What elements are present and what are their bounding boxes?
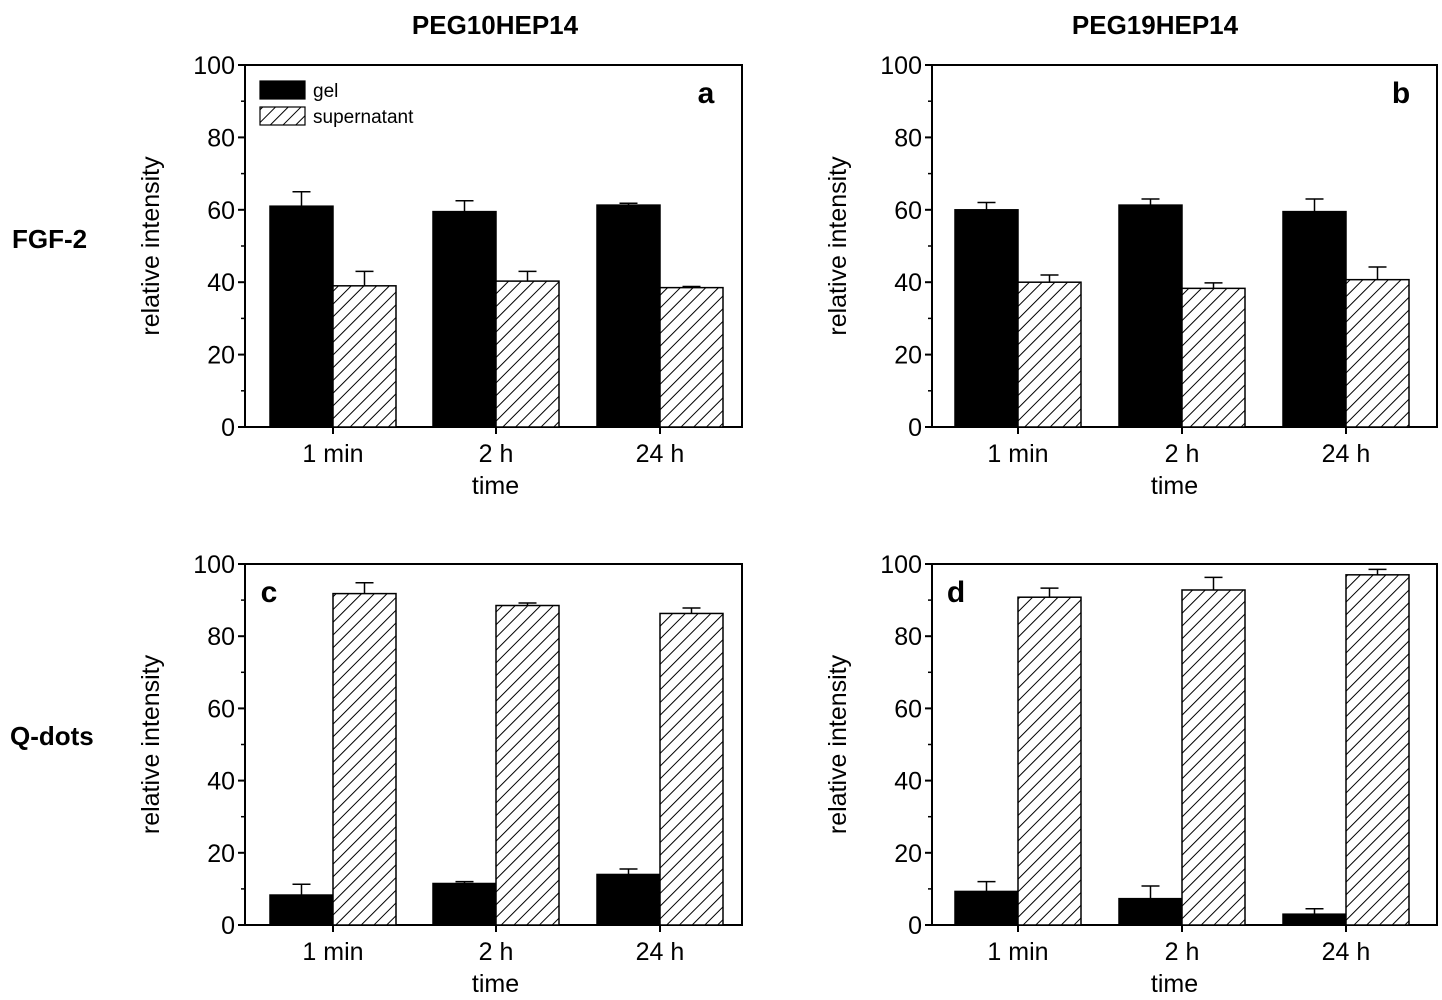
y-tick-label: 40 bbox=[894, 269, 922, 297]
legend-swatch-gel bbox=[259, 80, 306, 100]
legend-label-supernatant: supernatant bbox=[313, 107, 414, 128]
y-tick-label: 40 bbox=[894, 768, 922, 796]
bar-gel bbox=[432, 882, 497, 926]
y-tick-label: 60 bbox=[207, 695, 235, 723]
y-tick-label: 0 bbox=[908, 912, 922, 940]
x-tick-label: 2 h bbox=[1165, 440, 1200, 468]
bar-gel bbox=[1282, 913, 1347, 926]
chart-panel-c: 0 20 40 60 80 100 1 min 2 h 24 h time relative int… bbox=[137, 551, 743, 998]
bar-gel bbox=[596, 873, 661, 926]
bar-gel bbox=[1282, 210, 1347, 428]
y-tick-label: 0 bbox=[221, 414, 235, 442]
y-tick-label: 80 bbox=[894, 124, 922, 152]
x-tick-label: 2 h bbox=[479, 440, 514, 468]
x-axis-title: time bbox=[1151, 970, 1198, 998]
y-axis-title: relative intensity bbox=[137, 654, 165, 834]
bar-gel bbox=[954, 209, 1019, 428]
y-axis-title: relative intensity bbox=[824, 156, 852, 336]
y-tick-label: 80 bbox=[207, 623, 235, 651]
x-tick-label: 1 min bbox=[987, 440, 1048, 468]
row-label-top: FGF-2 bbox=[12, 224, 87, 254]
panel-letter: a bbox=[698, 77, 715, 110]
x-tick-label: 1 min bbox=[302, 440, 363, 468]
bar-supernatant bbox=[1345, 574, 1410, 926]
bar-gel bbox=[1118, 897, 1183, 926]
x-tick-label: 2 h bbox=[1165, 938, 1200, 966]
row-label-bottom: Q-dots bbox=[10, 721, 94, 751]
bar-supernatant bbox=[495, 280, 560, 428]
panel-letter: c bbox=[261, 576, 278, 609]
y-tick-label: 0 bbox=[908, 414, 922, 442]
y-tick-label: 20 bbox=[894, 342, 922, 370]
y-tick-label: 100 bbox=[880, 551, 922, 579]
legend-label-gel: gel bbox=[313, 81, 338, 102]
y-tick-label: 20 bbox=[207, 342, 235, 370]
bar-gel bbox=[269, 894, 334, 926]
y-tick-label: 100 bbox=[193, 551, 235, 579]
x-axis-title: time bbox=[1151, 472, 1198, 500]
y-tick-label: 40 bbox=[207, 269, 235, 297]
bar-supernatant bbox=[659, 612, 724, 926]
column-title-left: PEG10HEP14 bbox=[412, 10, 579, 40]
panel-letter: b bbox=[1392, 77, 1410, 110]
x-tick-label: 24 h bbox=[636, 938, 685, 966]
bar-gel bbox=[954, 890, 1019, 926]
x-tick-label: 24 h bbox=[1322, 440, 1371, 468]
legend: gel supernatant bbox=[259, 80, 414, 128]
y-tick-label: 60 bbox=[894, 197, 922, 225]
panel-letter: d bbox=[947, 576, 965, 609]
legend-swatch-supernatant bbox=[259, 106, 306, 126]
x-tick-label: 24 h bbox=[636, 440, 685, 468]
column-title-right: PEG19HEP14 bbox=[1072, 10, 1239, 40]
chart-panel-a: 0 20 40 60 80 100 1 min 2 h 24 h time relative int… bbox=[137, 52, 743, 500]
y-tick-label: 60 bbox=[894, 695, 922, 723]
y-tick-label: 100 bbox=[193, 52, 235, 80]
bar-supernatant bbox=[332, 592, 397, 926]
y-tick-label: 40 bbox=[207, 768, 235, 796]
y-axis-title: relative intensity bbox=[137, 156, 165, 336]
panels-group: 0 20 40 60 80 100 1 min 2 h 24 h time relative int… bbox=[137, 52, 1438, 998]
bar-gel bbox=[1118, 204, 1183, 428]
bar-supernatant bbox=[1345, 278, 1410, 428]
bar-supernatant bbox=[1181, 589, 1246, 926]
x-tick-label: 1 min bbox=[302, 938, 363, 966]
chart-panel-b: 0 20 40 60 80 100 1 min 2 h 24 h time relative int… bbox=[824, 52, 1438, 500]
bar-gel bbox=[269, 205, 334, 428]
bar-gel bbox=[432, 210, 497, 428]
x-axis-title: time bbox=[472, 472, 519, 500]
bar-supernatant bbox=[495, 604, 560, 926]
bar-supernatant bbox=[332, 285, 397, 428]
bar-supernatant bbox=[659, 286, 724, 428]
bar-gel bbox=[596, 204, 661, 428]
y-axis-title: relative intensity bbox=[824, 654, 852, 834]
y-tick-label: 60 bbox=[207, 197, 235, 225]
bar-supernatant bbox=[1181, 287, 1246, 428]
x-tick-label: 24 h bbox=[1322, 938, 1371, 966]
chart-panel-d: 0 20 40 60 80 100 1 min 2 h 24 h time relative int… bbox=[824, 551, 1438, 998]
x-axis-title: time bbox=[472, 970, 519, 998]
y-tick-label: 80 bbox=[207, 124, 235, 152]
y-tick-label: 0 bbox=[221, 912, 235, 940]
x-tick-label: 2 h bbox=[479, 938, 514, 966]
x-tick-label: 1 min bbox=[987, 938, 1048, 966]
bar-supernatant bbox=[1017, 281, 1082, 428]
y-tick-label: 20 bbox=[207, 840, 235, 868]
y-tick-label: 80 bbox=[894, 623, 922, 651]
y-tick-label: 20 bbox=[894, 840, 922, 868]
bar-supernatant bbox=[1017, 596, 1082, 926]
y-tick-label: 100 bbox=[880, 52, 922, 80]
